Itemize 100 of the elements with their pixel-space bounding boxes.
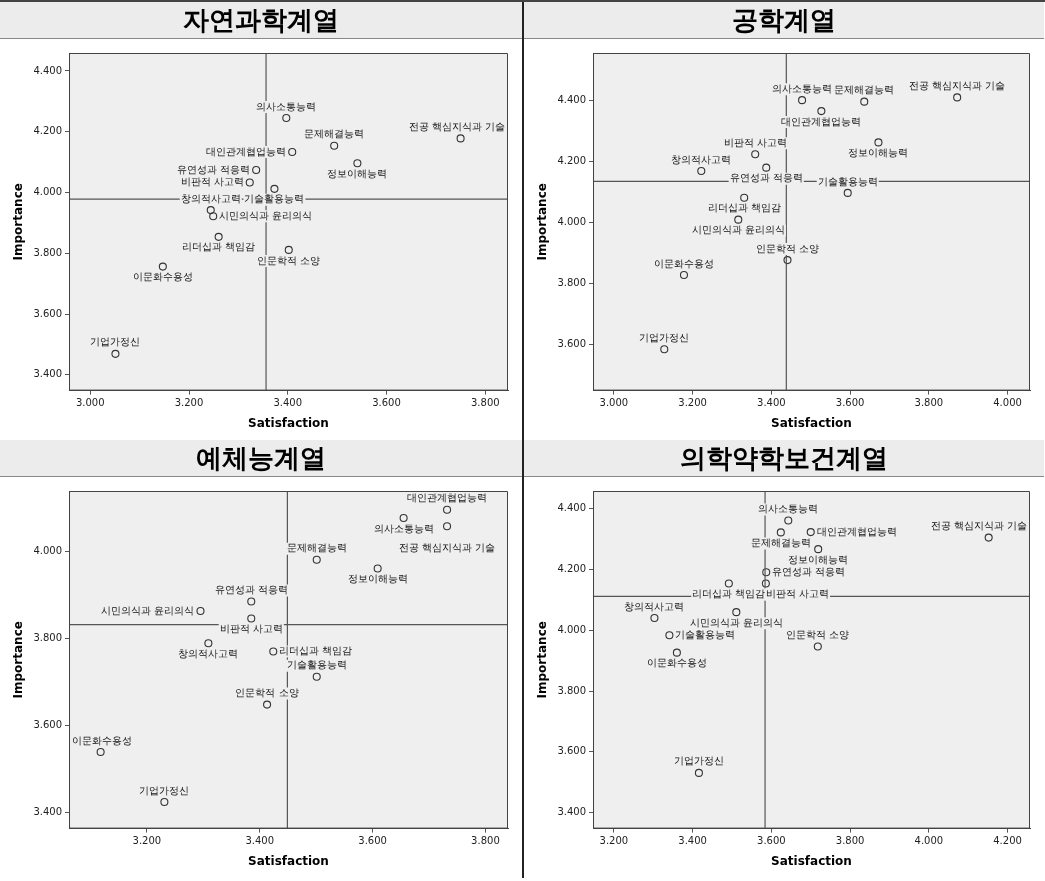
y-tick-label: 3.800	[557, 276, 587, 288]
annotation: 대인관계협업능력	[781, 115, 862, 127]
annotation: 대인관계협업능력	[816, 525, 897, 537]
x-tick-label: 3.600	[835, 397, 865, 409]
annotation: 리더십과 책임감	[707, 202, 781, 214]
annotation: 기업가정신	[90, 336, 141, 348]
x-tick-label: 3.200	[132, 835, 162, 847]
annotation: 의사소통능력	[758, 503, 819, 515]
x-tick-label: 3.200	[678, 397, 707, 409]
annotation: 문제해결능력	[750, 536, 811, 548]
annotation: 대인관계협업능력	[407, 492, 488, 504]
annotation: 리더십과 책임감	[279, 645, 353, 657]
annotation: 의사소통능력	[256, 100, 317, 112]
annotation: 정보이해능력	[788, 553, 849, 565]
x-tick-label: 3.800	[471, 835, 500, 847]
chart-title: 공학계열	[524, 2, 1044, 39]
y-tick-label: 3.600	[557, 337, 587, 349]
chart-title: 예체능계열	[0, 440, 522, 477]
annotation: 인문학적 소양	[235, 687, 299, 699]
y-tick-label: 4.200	[557, 155, 587, 167]
x-tick-label: 3.800	[835, 835, 865, 847]
annotation: 전공 핵심지식과 기술	[908, 80, 1006, 91]
y-axis-title: Importance	[11, 621, 26, 699]
annotation: 전공 핵심지식과 기술	[408, 120, 505, 132]
x-tick-label: 4.200	[993, 835, 1022, 847]
y-tick-label: 4.400	[557, 501, 587, 513]
x-tick-label: 3.600	[372, 397, 401, 409]
x-tick-label: 3.600	[757, 835, 786, 847]
annotation: 비판적 사고력	[180, 176, 244, 188]
annotation: 의사소통능력	[772, 82, 833, 94]
x-tick-label: 3.800	[914, 397, 944, 409]
annotation: 비판적 사고력	[219, 623, 283, 635]
x-tick-label: 3.200	[599, 835, 629, 847]
y-axis-title: Importance	[535, 621, 550, 699]
annotation: 창의적사고력	[178, 647, 239, 659]
annotation: 창의적사고력	[624, 600, 685, 612]
chart-title: 자연과학계열	[0, 2, 522, 39]
annotation: 기술활용능력	[286, 659, 347, 671]
annotation: 시민의식과 윤리의식	[691, 224, 785, 236]
y-tick-label: 4.000	[33, 545, 63, 557]
y-axis-title: Importance	[535, 183, 550, 261]
annotation: 유연성과 적응력	[176, 163, 251, 175]
y-tick-label: 3.400	[33, 368, 63, 380]
annotation: 전공 핵심지식과 기술	[398, 541, 496, 553]
annotation: 인문학적 소양	[257, 254, 321, 266]
x-tick-label: 3.400	[678, 835, 707, 847]
x-tick-label: 3.200	[174, 397, 204, 409]
x-tick-label: 3.400	[273, 397, 303, 409]
annotation: 비판적 사고력	[765, 588, 830, 600]
y-tick-label: 4.200	[33, 125, 63, 137]
annotation: 시민의식과 윤리의식	[219, 209, 313, 221]
annotation: 비판적 사고력	[723, 136, 787, 148]
annotation: 정보이해능력	[347, 573, 408, 585]
y-tick-label: 3.600	[557, 745, 587, 757]
y-tick-label: 3.600	[33, 307, 63, 319]
annotation: 이문화수용성	[653, 257, 714, 269]
y-tick-label: 3.400	[557, 806, 587, 818]
x-tick-label: 3.000	[599, 397, 629, 409]
annotation: 이문화수용성	[646, 657, 707, 669]
annotation: 전공 핵심지식과 기술	[930, 520, 1027, 532]
y-tick-label: 3.800	[557, 684, 587, 696]
annotation: 대인관계협업능력	[206, 145, 287, 157]
annotation: 창의적사고력	[180, 192, 241, 204]
annotation: 유연성과 적응력	[214, 584, 288, 596]
annotation: 의사소통능력	[373, 522, 434, 534]
x-tick-label: 4.000	[914, 835, 944, 847]
annotation: 시민의식과 윤리의식	[689, 616, 783, 628]
annotation: 인문학적 소양	[786, 629, 850, 641]
y-tick-label: 3.800	[33, 246, 63, 258]
annotation: 리더십과 책임감	[692, 588, 766, 600]
annotation: 기술활용능력	[244, 193, 305, 205]
x-tick-label: 3.600	[358, 835, 387, 847]
y-axis-title: Importance	[11, 183, 26, 261]
x-tick-label: 4.000	[993, 397, 1022, 409]
annotation: 이문화수용성	[132, 271, 193, 283]
annotation: 유연성과 적응력	[772, 565, 846, 577]
annotation: 문제해결능력	[286, 542, 347, 554]
y-tick-label: 3.400	[33, 806, 63, 818]
annotation: 창의적사고력	[671, 153, 732, 165]
annotation: 문제해결능력	[834, 84, 895, 96]
x-axis-title: Satisfaction	[771, 415, 852, 430]
y-tick-label: 4.000	[33, 186, 63, 198]
annotation: 기술활용능력	[817, 175, 878, 187]
annotation: 기술활용능력	[675, 628, 736, 640]
chart-title: 의학약학보건계열	[524, 440, 1044, 477]
y-tick-label: 3.800	[33, 632, 63, 644]
x-tick-label: 3.400	[245, 835, 275, 847]
x-tick-label: 3.800	[470, 397, 500, 409]
x-tick-label: 3.000	[75, 397, 105, 409]
y-tick-label: 4.400	[33, 64, 63, 76]
annotation: 기업가정신	[639, 331, 690, 343]
annotation: 기업가정신	[673, 755, 724, 767]
annotation: 유연성과 적응력	[729, 172, 803, 184]
x-axis-title: Satisfaction	[248, 853, 329, 868]
annotation: 인문학적 소양	[755, 242, 820, 254]
annotation: 이문화수용성	[72, 734, 133, 746]
annotation: 정보이해능력	[327, 167, 388, 179]
annotation: 문제해결능력	[304, 128, 365, 140]
y-tick-label: 4.000	[557, 216, 587, 227]
y-tick-label: 4.400	[557, 94, 587, 106]
